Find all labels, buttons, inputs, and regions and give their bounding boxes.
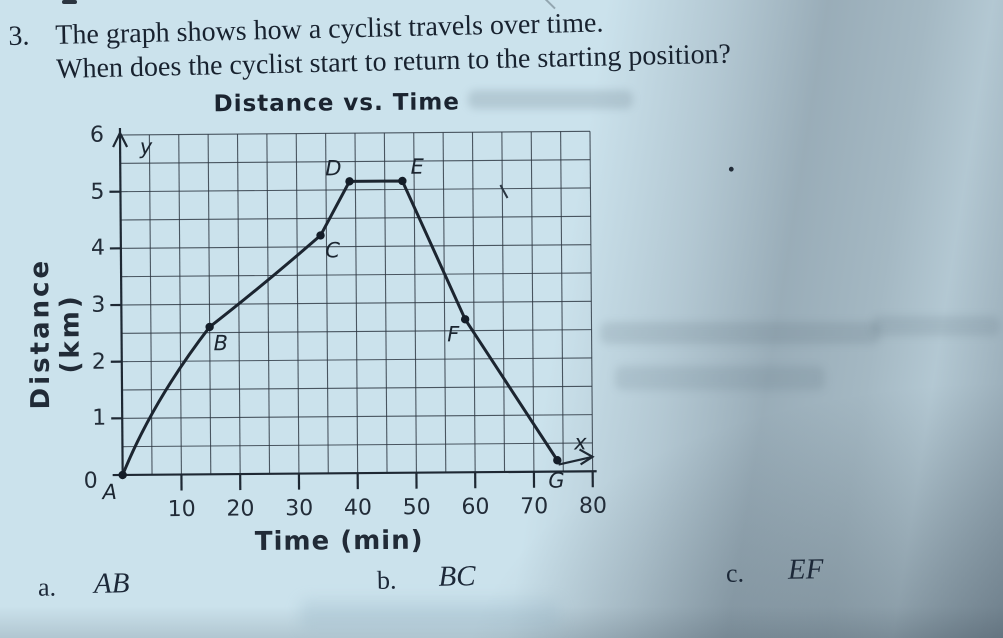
y-tick-label-6: 6 <box>89 122 105 148</box>
y-tick-label-0: 0 <box>83 468 98 494</box>
option-b: b. BC <box>376 560 476 596</box>
option-c: c. EF <box>725 553 824 589</box>
x-axis-label: Time (min) <box>254 525 424 557</box>
option-a-value: AB <box>93 567 130 600</box>
y-tick-label-5: 5 <box>90 179 105 205</box>
point-label-A: A <box>102 480 118 505</box>
axes <box>109 127 597 491</box>
grid-lines <box>119 130 594 476</box>
option-b-key: b. <box>376 565 397 595</box>
y-axis-letter: y <box>139 134 153 159</box>
point-label-D: D <box>325 156 342 181</box>
data-point-D <box>345 177 354 186</box>
x-tick-label-20: 20 <box>226 496 255 522</box>
distance-curve <box>121 179 559 477</box>
option-a-key: a. <box>37 572 57 602</box>
data-point-A <box>118 470 127 480</box>
bleedthrough-smudge <box>468 90 633 109</box>
y-tick-label-1: 1 <box>92 405 107 432</box>
data-point-G <box>553 456 562 465</box>
x-axis-arrow-head <box>578 448 595 466</box>
faint-mark <box>544 0 556 10</box>
x-tick-label-50: 50 <box>402 495 431 521</box>
x-tick-label-80: 80 <box>578 493 608 519</box>
point-label-C: C <box>325 238 341 263</box>
y-axis-arrow <box>112 130 129 148</box>
option-a: a. AB <box>37 567 130 603</box>
data-point-C <box>316 231 325 240</box>
point-label-E: E <box>410 154 424 179</box>
option-c-value: EF <box>787 553 824 586</box>
option-c-key: c. <box>725 558 745 588</box>
bleedthrough-smudge <box>600 322 880 344</box>
point-label-F: F <box>447 322 460 347</box>
x-tick-label-40: 40 <box>343 495 373 521</box>
y-tick-label-4: 4 <box>90 235 105 262</box>
y-tick-label-3: 3 <box>91 292 106 318</box>
bleedthrough-smudge <box>615 366 825 390</box>
option-b-value: BC <box>438 560 476 593</box>
page-edge-mark <box>62 0 77 4</box>
x-axis-arrow-shaft <box>558 456 591 466</box>
point-label-B: B <box>213 330 229 355</box>
ink-speck <box>728 166 734 172</box>
data-point-B <box>205 322 214 332</box>
x-tick-label-60: 60 <box>461 494 490 520</box>
bleedthrough-smudge <box>872 316 1000 336</box>
point-label-G: G <box>548 468 565 493</box>
y-tick-label-2: 2 <box>91 349 106 375</box>
bleedthrough-smudge <box>300 600 560 630</box>
x-tick-label-30: 30 <box>285 495 314 522</box>
x-axis-letter: x <box>574 430 587 455</box>
pen-mark <box>499 184 509 199</box>
x-tick-label-10: 10 <box>167 496 196 523</box>
x-tick-label-70: 70 <box>520 494 549 520</box>
data-point-F <box>460 315 470 324</box>
data-point-E <box>398 176 407 186</box>
